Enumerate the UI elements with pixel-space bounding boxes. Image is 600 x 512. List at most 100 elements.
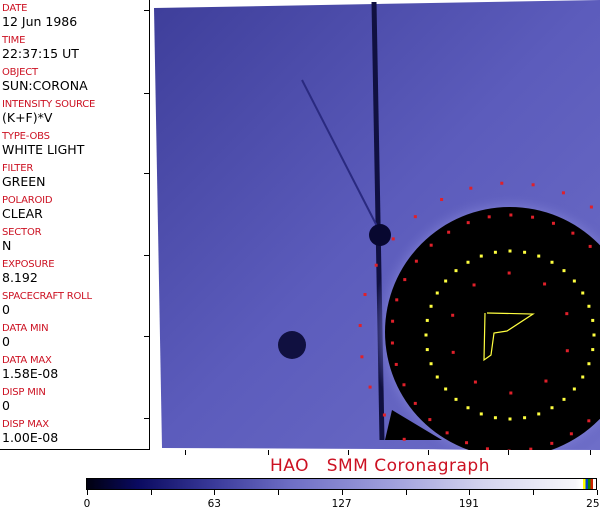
overlay-marker — [544, 379, 548, 383]
field-label: SPACECRAFT ROLL — [2, 291, 92, 302]
overlay-marker — [562, 269, 566, 273]
overlay-marker — [508, 417, 512, 421]
overlay-marker — [429, 243, 433, 247]
axis-tick — [144, 336, 149, 337]
overlay-marker — [485, 447, 489, 450]
colorbar-tick — [278, 490, 280, 495]
occulter-edge-fill — [385, 410, 442, 440]
overlay-marker — [413, 401, 417, 405]
overlay-marker — [507, 449, 511, 450]
colorbar-tick-label: 127 — [331, 498, 352, 510]
header-info-panel: DATE 12 Jun 1986 TIME 22:37:15 UT OBJECT SUN:… — [0, 0, 150, 450]
field-label: DATE — [2, 3, 28, 14]
field-label: DISP MIN — [2, 387, 46, 398]
colorbar-tick — [150, 490, 152, 495]
overlay-marker — [394, 362, 398, 366]
field-label: OBJECT — [2, 67, 38, 78]
overlay-marker — [569, 432, 573, 436]
overlay-marker — [363, 293, 367, 297]
overlay-marker — [531, 183, 535, 187]
overlay-marker — [487, 215, 491, 219]
dust-spot — [278, 331, 306, 359]
axis-tick — [144, 93, 149, 94]
field-label: POLAROID — [2, 195, 53, 206]
occulter-disk — [385, 207, 600, 450]
overlay-marker — [473, 380, 477, 384]
axis-tick — [428, 450, 429, 455]
overlay-marker — [531, 215, 535, 219]
overlay-marker — [451, 313, 455, 317]
overlay-marker — [403, 278, 407, 282]
overlay-marker — [402, 383, 406, 387]
colorbar-tick — [214, 490, 216, 495]
field-value: 22:37:15 UT — [2, 46, 79, 61]
overlay-marker — [591, 318, 595, 322]
overlay-marker — [591, 348, 595, 352]
field-value: 12 Jun 1986 — [2, 14, 78, 29]
colorbar-tick — [405, 490, 407, 495]
axis-tick — [144, 255, 149, 256]
overlay-marker — [565, 349, 569, 353]
overlay-marker — [429, 362, 433, 366]
field-value: 0 — [2, 334, 10, 349]
overlay-marker — [509, 391, 513, 395]
overlay-marker — [429, 304, 433, 308]
axis-tick — [590, 450, 591, 455]
field-value: CLEAR — [2, 206, 43, 221]
overlay-marker — [466, 406, 470, 410]
colorbar-tick-label: 255 — [586, 498, 600, 510]
field-value: SUN:CORONA — [2, 78, 88, 93]
overlay-marker — [562, 397, 566, 401]
overlay-marker — [571, 231, 575, 235]
field-label: FILTER — [2, 163, 34, 174]
overlay-marker — [581, 291, 585, 295]
field-label: TYPE-OBS — [2, 131, 50, 142]
overlay-marker — [550, 260, 554, 264]
colorbar-tick-label: 63 — [207, 498, 221, 510]
colorbar-overlay-colors — [583, 479, 593, 489]
overlay-marker — [425, 348, 429, 352]
colorbar-tick-label: 0 — [83, 498, 91, 510]
field-label: DATA MIN — [2, 323, 49, 334]
field-label: INTENSITY SOURCE — [2, 99, 96, 110]
overlay-marker — [435, 375, 439, 379]
axis-tick — [508, 450, 509, 455]
field-value: 8.192 — [2, 270, 38, 285]
overlay-marker — [537, 412, 541, 416]
overlay-marker — [424, 333, 428, 337]
field-value: 0 — [2, 398, 10, 413]
field-label: SECTOR — [2, 227, 42, 238]
overlay-marker — [425, 318, 429, 322]
overlay-marker — [428, 418, 432, 422]
colorbar-tick — [341, 490, 343, 495]
field-value: 0 — [2, 302, 10, 317]
field-label: DATA MAX — [2, 355, 52, 366]
overlay-marker — [493, 250, 497, 254]
overlay-marker — [550, 441, 554, 445]
overlay-marker — [479, 254, 483, 258]
overlay-marker — [465, 441, 469, 445]
overlay-marker — [391, 319, 395, 323]
overlay-marker — [402, 437, 406, 441]
overlay-marker — [414, 259, 418, 263]
axis-tick — [348, 450, 349, 455]
field-value: (K+F)*V — [2, 110, 53, 125]
coronagraph-image — [154, 0, 600, 450]
overlay-marker — [543, 282, 547, 286]
overlay-marker — [523, 250, 527, 254]
streak — [301, 79, 381, 233]
pylon-blob — [369, 224, 391, 246]
axis-tick — [144, 10, 149, 11]
field-label: DISP MAX — [2, 419, 49, 430]
field-label: TIME — [2, 35, 26, 46]
field-label: EXPOSURE — [2, 259, 55, 270]
colorbar-tick — [87, 490, 88, 495]
overlay-marker — [507, 271, 511, 275]
overlay-marker — [509, 213, 513, 217]
colorbar-tick — [532, 490, 534, 495]
axis-tick — [185, 450, 186, 455]
overlay-marker — [565, 312, 569, 316]
overlay-marker — [382, 413, 386, 417]
overlay-marker — [454, 397, 458, 401]
field-value: WHITE LIGHT — [2, 142, 85, 157]
